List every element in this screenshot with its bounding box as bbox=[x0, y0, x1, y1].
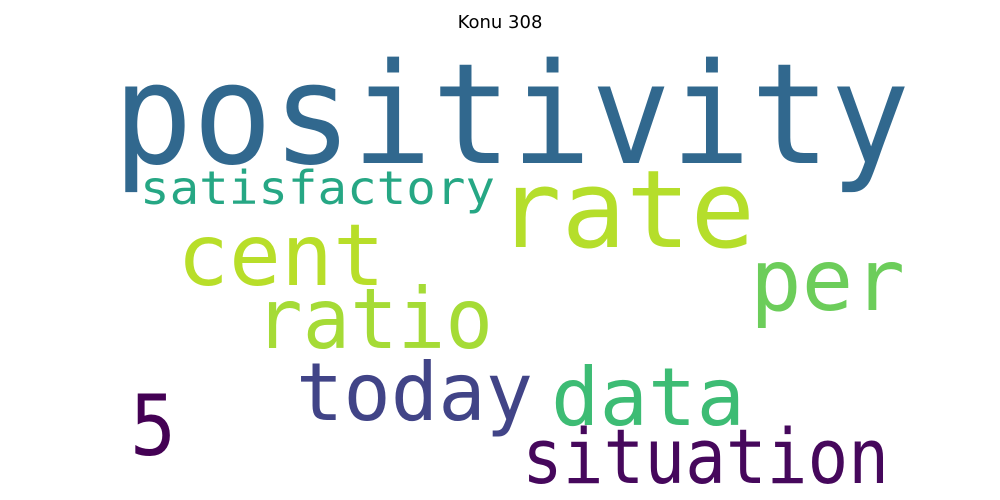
word-5: 5 bbox=[130, 377, 176, 475]
word-per: per bbox=[750, 231, 905, 331]
word-positivity: positivity bbox=[113, 34, 910, 197]
word-rate: rate bbox=[497, 148, 755, 273]
word-satisfactory: satisfactory bbox=[140, 161, 495, 215]
word-ratio: ratio bbox=[255, 270, 493, 368]
word-situation: situation bbox=[522, 412, 889, 500]
word-data: data bbox=[551, 351, 745, 444]
word-cent: cent bbox=[177, 206, 385, 306]
chart-title: Konu 308 bbox=[457, 12, 543, 33]
word-today: today bbox=[296, 346, 533, 439]
